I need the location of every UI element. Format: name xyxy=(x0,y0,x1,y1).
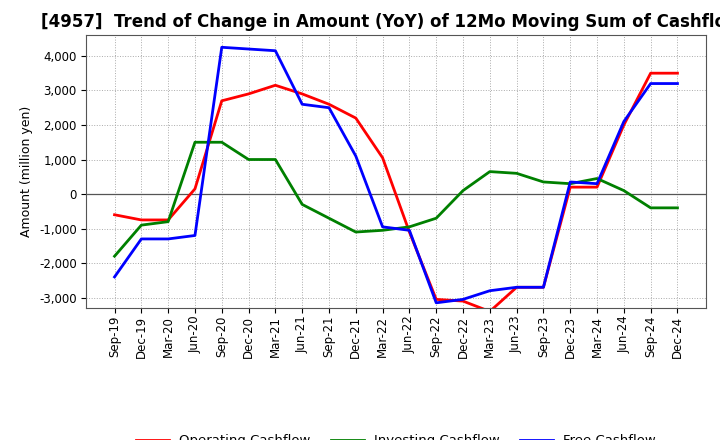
Operating Cashflow xyxy=(432,297,441,302)
Operating Cashflow xyxy=(351,115,360,121)
Investing Cashflow xyxy=(405,224,414,230)
Operating Cashflow xyxy=(593,184,601,190)
Operating Cashflow xyxy=(164,217,173,223)
Operating Cashflow xyxy=(673,70,682,76)
Investing Cashflow xyxy=(485,169,494,174)
Operating Cashflow xyxy=(405,229,414,235)
Operating Cashflow xyxy=(619,122,628,128)
Free Cashflow xyxy=(539,285,548,290)
Investing Cashflow xyxy=(325,216,333,221)
Operating Cashflow xyxy=(647,70,655,76)
Free Cashflow xyxy=(566,180,575,185)
Investing Cashflow xyxy=(137,223,145,228)
Free Cashflow xyxy=(298,102,307,107)
Line: Free Cashflow: Free Cashflow xyxy=(114,47,678,303)
Operating Cashflow xyxy=(325,102,333,107)
Free Cashflow xyxy=(378,224,387,230)
Free Cashflow xyxy=(164,236,173,242)
Operating Cashflow xyxy=(459,298,467,304)
Operating Cashflow xyxy=(513,285,521,290)
Operating Cashflow xyxy=(271,83,279,88)
Investing Cashflow xyxy=(298,202,307,207)
Investing Cashflow xyxy=(513,171,521,176)
Investing Cashflow xyxy=(351,229,360,235)
Operating Cashflow xyxy=(485,309,494,314)
Investing Cashflow xyxy=(647,205,655,210)
Free Cashflow xyxy=(593,181,601,186)
Free Cashflow xyxy=(325,105,333,110)
Line: Investing Cashflow: Investing Cashflow xyxy=(114,142,678,256)
Investing Cashflow xyxy=(191,139,199,145)
Investing Cashflow xyxy=(432,216,441,221)
Free Cashflow xyxy=(244,46,253,51)
Operating Cashflow xyxy=(137,217,145,223)
Investing Cashflow xyxy=(110,253,119,259)
Investing Cashflow xyxy=(539,180,548,185)
Operating Cashflow xyxy=(378,155,387,161)
Investing Cashflow xyxy=(619,188,628,193)
Free Cashflow xyxy=(217,44,226,50)
Investing Cashflow xyxy=(217,139,226,145)
Free Cashflow xyxy=(513,285,521,290)
Free Cashflow xyxy=(271,48,279,53)
Investing Cashflow xyxy=(244,157,253,162)
Free Cashflow xyxy=(137,236,145,242)
Operating Cashflow xyxy=(539,285,548,290)
Y-axis label: Amount (million yen): Amount (million yen) xyxy=(20,106,33,237)
Free Cashflow xyxy=(619,119,628,124)
Investing Cashflow xyxy=(566,181,575,186)
Investing Cashflow xyxy=(164,219,173,224)
Operating Cashflow xyxy=(566,184,575,190)
Legend: Operating Cashflow, Investing Cashflow, Free Cashflow: Operating Cashflow, Investing Cashflow, … xyxy=(131,429,661,440)
Line: Operating Cashflow: Operating Cashflow xyxy=(114,73,678,312)
Investing Cashflow xyxy=(673,205,682,210)
Investing Cashflow xyxy=(593,176,601,181)
Operating Cashflow xyxy=(110,212,119,217)
Free Cashflow xyxy=(459,297,467,302)
Free Cashflow xyxy=(673,81,682,86)
Free Cashflow xyxy=(405,227,414,233)
Operating Cashflow xyxy=(244,91,253,96)
Investing Cashflow xyxy=(378,227,387,233)
Free Cashflow xyxy=(485,288,494,293)
Investing Cashflow xyxy=(459,188,467,193)
Investing Cashflow xyxy=(271,157,279,162)
Free Cashflow xyxy=(647,81,655,86)
Free Cashflow xyxy=(191,233,199,238)
Free Cashflow xyxy=(432,300,441,305)
Free Cashflow xyxy=(110,274,119,279)
Operating Cashflow xyxy=(298,91,307,96)
Title: [4957]  Trend of Change in Amount (YoY) of 12Mo Moving Sum of Cashflows: [4957] Trend of Change in Amount (YoY) o… xyxy=(41,13,720,31)
Operating Cashflow xyxy=(217,98,226,103)
Free Cashflow xyxy=(351,154,360,159)
Operating Cashflow xyxy=(191,186,199,191)
